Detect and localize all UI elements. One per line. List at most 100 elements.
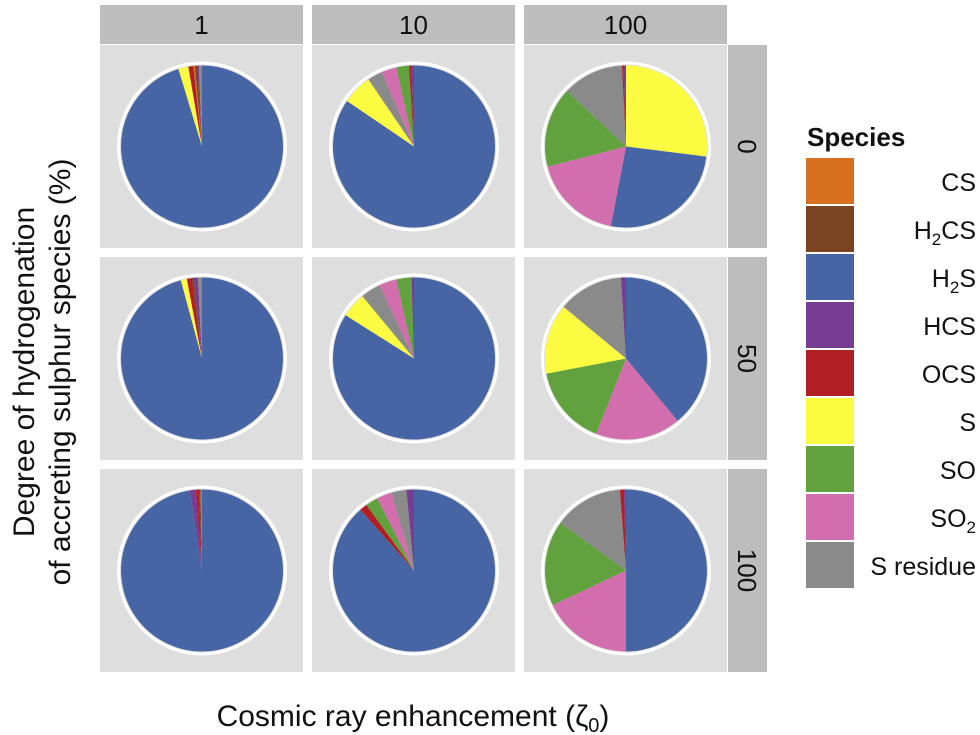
x-axis-title: Cosmic ray enhancement (ζ0) xyxy=(217,700,610,735)
pie-slice-so2 xyxy=(379,279,414,359)
legend-label: OCS xyxy=(922,361,976,389)
pie-slice-so xyxy=(545,522,626,605)
pie-slice-s-residue xyxy=(368,72,414,147)
pie-slice-h2s xyxy=(332,489,495,652)
pie-slice-ocs xyxy=(619,489,626,571)
legend-label-tail: CS xyxy=(941,217,976,245)
pie-slice-so2 xyxy=(547,146,626,227)
panel-row-0-col-1 xyxy=(100,45,303,248)
pie-slice-hcs xyxy=(623,65,626,147)
legend-label: H2S xyxy=(932,265,976,297)
pie-slice-hcs xyxy=(193,277,202,359)
pie-slice-ocs xyxy=(188,65,202,147)
pie-slice-h2cs xyxy=(194,65,202,147)
legend-item-s-residue: S residue xyxy=(806,542,976,588)
legend-item-cs: CS xyxy=(806,158,976,204)
pie-slice-s xyxy=(347,79,414,147)
row-strip-bg xyxy=(728,257,767,460)
legend-label-main: H xyxy=(932,265,950,293)
row-strip-label: 0 xyxy=(732,139,762,153)
panel-row-50-col-10 xyxy=(312,257,515,460)
legend-swatch xyxy=(806,542,854,588)
pie-slice-ocs xyxy=(408,65,414,147)
panel-grid xyxy=(100,45,727,672)
panel-row-50-col-1 xyxy=(100,257,303,460)
pie-slice-h2s xyxy=(626,277,707,421)
pie-slice-hcs xyxy=(406,489,414,571)
col-strip-10: 10 xyxy=(312,5,515,44)
pie-slice-s xyxy=(178,66,202,147)
pie-slice-s-residue xyxy=(563,277,626,359)
col-strip-bg xyxy=(524,5,727,44)
legend-item-h2cs: H2CS xyxy=(806,206,976,252)
pie-slice-h2s xyxy=(333,277,496,440)
legend-item-so2: SO2 xyxy=(806,494,976,540)
legend-label-main: H xyxy=(914,217,932,245)
col-strip-1: 1 xyxy=(100,5,303,44)
pie-slice-h2s xyxy=(121,489,284,652)
legend-label-main: SO xyxy=(930,505,966,533)
legend-swatch xyxy=(806,158,854,204)
legend-label: HCS xyxy=(923,313,976,341)
pie-slice-ocs xyxy=(186,278,202,359)
row-strip-50: 50 xyxy=(728,257,767,460)
row-strip-bg xyxy=(728,45,767,248)
pie-slice-ocs xyxy=(621,65,626,147)
pie-slice-h2cs xyxy=(191,277,202,359)
pie-slice-hcs xyxy=(623,489,626,571)
col-strip-bg xyxy=(312,5,515,44)
row-strip-100: 100 xyxy=(728,469,767,672)
pie-slice-s-residue xyxy=(200,489,202,571)
pie-slice-so xyxy=(396,65,414,147)
legend-label-subscript: 2 xyxy=(967,518,976,537)
row-strip-0: 0 xyxy=(728,45,767,248)
legend-label-main: SO xyxy=(940,457,976,485)
legend-label-subscript: 2 xyxy=(950,278,959,297)
pie-slice-s-residue xyxy=(391,489,414,571)
legend-item-s: S xyxy=(806,398,976,444)
legend-swatch xyxy=(806,494,854,540)
pie-slice-hcs xyxy=(197,65,202,147)
pie-slice-h2s xyxy=(333,65,496,228)
pie-slice-s-residue xyxy=(198,65,202,147)
pie-slice-h2s xyxy=(626,489,708,652)
legend-label: H2CS xyxy=(914,217,976,249)
panel-row-50-col-100 xyxy=(524,257,727,460)
col-strip-label: 1 xyxy=(194,10,208,40)
x-axis-title-symbol: ζ xyxy=(575,700,588,733)
panel-row-0-col-10 xyxy=(312,45,515,248)
x-axis-title-close: ) xyxy=(599,700,609,733)
legend-item-hcs: HCS xyxy=(806,302,976,348)
facet-strips: 1 10 100 0 50 100 xyxy=(100,5,767,672)
legend-label-main: CS xyxy=(941,169,976,197)
legend-label-main: HCS xyxy=(923,313,976,341)
pie-slice-s xyxy=(544,306,626,374)
pie-slice-cs xyxy=(193,65,202,147)
legend-item-h2s: H2S xyxy=(806,254,976,300)
pie-slice-so xyxy=(396,277,414,359)
row-strip-label: 100 xyxy=(732,549,762,592)
legend-label: SO2 xyxy=(930,505,976,537)
row-strip-label: 50 xyxy=(732,344,762,373)
pie-slice-hcs xyxy=(411,65,414,147)
pie-slice-h2cs xyxy=(198,489,202,571)
col-strip-bg xyxy=(100,5,303,44)
legend-swatch xyxy=(806,398,854,444)
pie-slice-s xyxy=(345,296,414,359)
y-axis-title-line2: of accreting sulphur species (%) xyxy=(44,159,77,586)
pie-slice-ocs xyxy=(360,504,414,571)
pie-slice-h2s xyxy=(120,277,283,440)
pie-slice-so xyxy=(544,91,626,167)
pie-slice-so2 xyxy=(377,492,414,571)
legend-item-ocs: OCS xyxy=(806,350,976,396)
pie-slice-so xyxy=(546,358,626,434)
pie-slice-s-residue xyxy=(560,489,626,571)
legend-title: Species xyxy=(807,122,905,152)
legend-item-so: SO xyxy=(806,446,976,492)
pie-slice-ocs xyxy=(195,489,202,571)
legend-label-tail: S xyxy=(959,265,976,293)
col-strip-label: 100 xyxy=(604,10,647,40)
x-axis-title-text: Cosmic ray enhancement ( xyxy=(217,700,575,733)
